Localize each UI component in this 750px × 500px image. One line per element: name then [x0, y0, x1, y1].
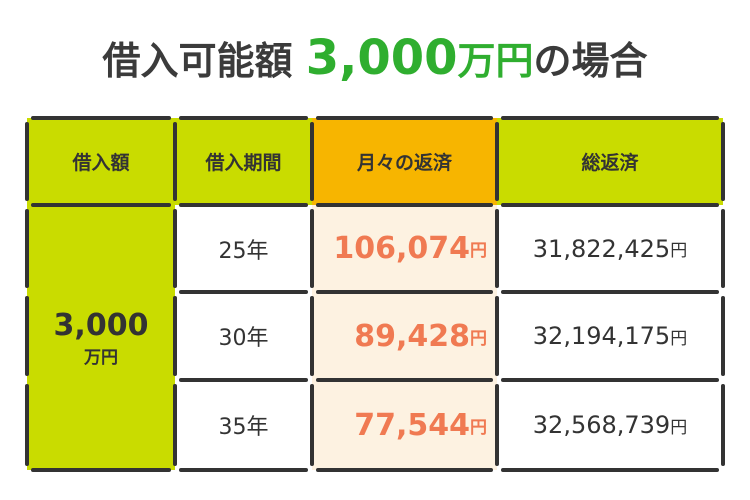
- header-text: 総返済: [581, 152, 639, 174]
- header-text: 月々の返済: [356, 152, 452, 174]
- monthly-value: 106,074: [333, 231, 470, 266]
- total-value: 32,194,175: [532, 322, 671, 350]
- monthly-unit: 円: [470, 328, 487, 349]
- term: 25年: [218, 238, 269, 264]
- total-value: 32,568,739: [532, 411, 671, 439]
- title: 借入可能額 3,000万円の場合: [0, 30, 750, 86]
- loan-unit: 万円: [84, 347, 118, 368]
- total-cell: 31,822,425 円: [497, 205, 723, 292]
- monthly-cell: 77,544 円: [312, 380, 497, 470]
- total-cell: 32,194,175 円: [497, 292, 723, 380]
- term: 30年: [218, 326, 269, 351]
- monthly-cell: 106,074 円: [312, 205, 497, 292]
- header-cell: 月々の返済: [312, 118, 497, 205]
- term-cell: 25年: [175, 205, 312, 292]
- title-suffix: の場合: [533, 39, 648, 83]
- total-unit: 円: [670, 241, 688, 261]
- loan-amount: 3,000: [53, 307, 149, 343]
- term-cell: 30年: [175, 292, 312, 380]
- monthly-value: 77,544: [354, 407, 470, 443]
- header-text: 借入期間: [205, 152, 282, 174]
- monthly-cell: 89,428 円: [312, 292, 497, 380]
- title-unit: 万円: [457, 39, 534, 83]
- header-cell: 借入額: [27, 118, 175, 205]
- loan-cell: 3,000 万円: [27, 205, 175, 470]
- title-prefix: 借入可能額: [102, 39, 293, 83]
- total-unit: 円: [670, 417, 688, 438]
- monthly-value: 89,428: [354, 318, 470, 354]
- term: 35年: [218, 415, 269, 440]
- total-value: 31,822,425: [532, 234, 671, 263]
- total-unit: 円: [670, 328, 688, 349]
- title-amount: 3,000: [305, 30, 458, 86]
- header-text: 借入額: [72, 152, 130, 174]
- header-cell: 総返済: [497, 118, 723, 205]
- term-cell: 35年: [175, 380, 312, 470]
- monthly-unit: 円: [470, 417, 487, 438]
- header-cell: 借入期間: [175, 118, 312, 205]
- monthly-unit: 円: [470, 241, 487, 261]
- total-cell: 32,568,739 円: [497, 380, 723, 470]
